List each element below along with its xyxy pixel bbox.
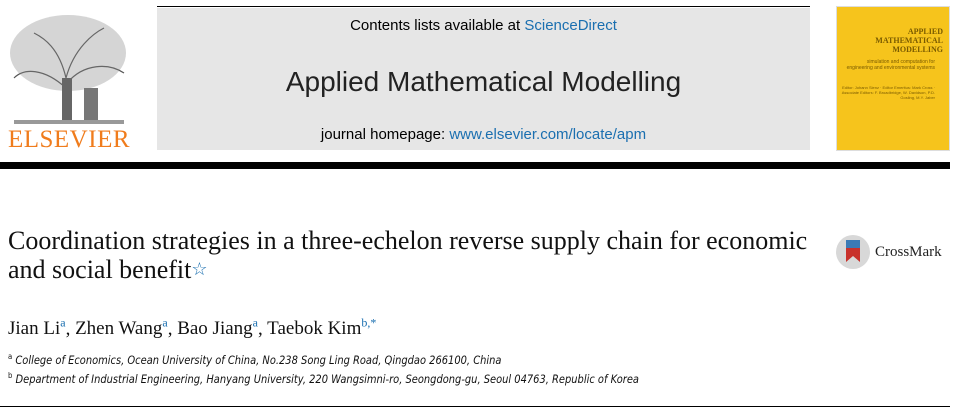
contents-line: Contents lists available at ScienceDirec…: [157, 17, 810, 34]
journal-banner: [157, 8, 810, 150]
author[interactable]: Bao Jianga: [177, 316, 258, 340]
top-rule: [157, 6, 810, 7]
author[interactable]: Zhen Wanga: [75, 316, 168, 340]
contents-text: Contents lists available at: [350, 17, 525, 34]
author[interactable]: Jian Lia: [8, 316, 66, 340]
cover-subtitle: simulation and computation for engineeri…: [846, 59, 935, 71]
cover-editors: Editor: Johann Sienz · Editor Emeritus: …: [841, 85, 935, 100]
author-list: Jian Lia, Zhen Wanga, Bao Jianga, Taebok…: [8, 316, 377, 340]
homepage-line: journal homepage: www.elsevier.com/locat…: [157, 126, 810, 143]
homepage-label: journal homepage:: [320, 126, 450, 143]
author[interactable]: Taebok Kimb,*: [267, 316, 377, 340]
elsevier-tree-logo: [10, 15, 126, 124]
journal-title: Applied Mathematical Modelling: [285, 66, 682, 97]
crossmark-button[interactable]: CrossMark: [835, 232, 955, 272]
crossmark-icon: [836, 235, 870, 269]
title-footnote-star[interactable]: ☆: [191, 259, 208, 279]
bottom-rule: [0, 406, 950, 407]
affiliation-a: a College of Economics, Ocean University…: [8, 352, 502, 367]
header-divider: [0, 162, 950, 169]
homepage-link[interactable]: www.elsevier.com/locate/apm: [449, 126, 647, 143]
journal-cover[interactable]: APPLIED MATHEMATICAL MODELLING simulatio…: [836, 6, 950, 151]
crossmark-label: CrossMark: [875, 244, 942, 260]
title-text: Coordination strategies in a three-echel…: [8, 226, 808, 284]
article-title: Coordination strategies in a three-echel…: [8, 226, 808, 284]
sciencedirect-link[interactable]: ScienceDirect: [524, 17, 617, 34]
elsevier-wordmark: ELSEVIER: [7, 126, 131, 153]
cover-title: APPLIED MATHEMATICAL MODELLING: [875, 27, 943, 54]
affiliation-b: b Department of Industrial Engineering, …: [8, 371, 639, 386]
